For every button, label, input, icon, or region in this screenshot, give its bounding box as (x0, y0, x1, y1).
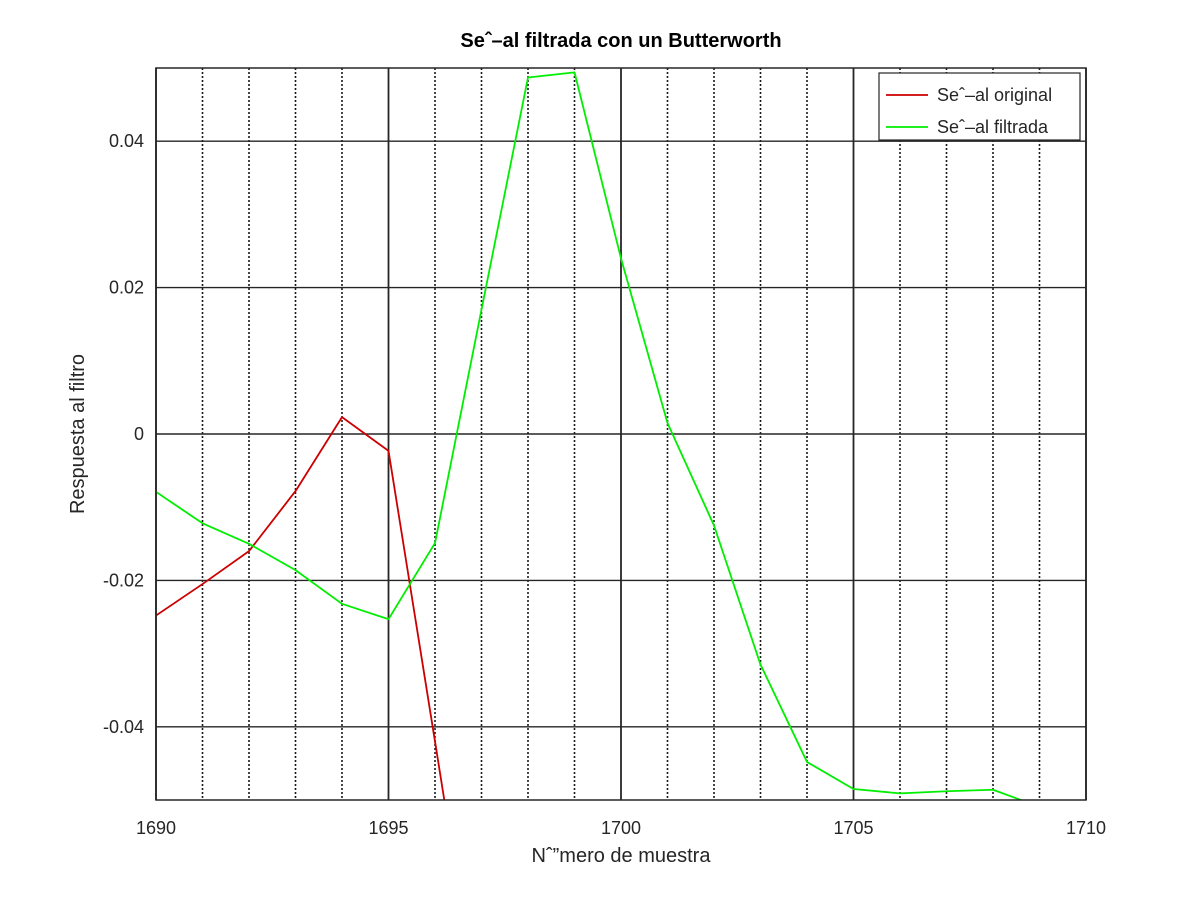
legend-box (878, 72, 1081, 141)
legend: Seˆ–al original Seˆ–al filtrada (878, 72, 1081, 141)
x-axis-label: Nˆ”mero de muestra (532, 845, 712, 867)
y-tick-label: -0.02 (103, 570, 144, 590)
x-tick-label: 1700 (601, 818, 641, 838)
y-axis-label: Respuesta al filtro (67, 354, 89, 514)
x-tick-label: 1690 (136, 818, 176, 838)
series-layer (156, 71, 1022, 800)
plot-frame (155, 67, 1087, 801)
x-tick-label: 1705 (833, 818, 873, 838)
x-tick-label: 1710 (1066, 818, 1106, 838)
y-tick-labels: -0.04 -0.02 0 0.02 0.04 (103, 131, 144, 737)
series-line-1 (156, 416, 446, 800)
y-tick-label: 0.04 (109, 131, 144, 151)
series-line-2 (156, 71, 1022, 800)
y-tick-label: 0 (134, 424, 144, 444)
chart-title: Seˆ–al filtrada con un Butterworth (460, 30, 781, 52)
legend-label: Seˆ–al filtrada (937, 117, 1049, 137)
x-tick-label: 1695 (368, 818, 408, 838)
y-tick-label: -0.04 (103, 717, 144, 737)
y-tick-label: 0.02 (109, 278, 144, 298)
x-tick-labels: 1690 1695 1700 1705 1710 (136, 818, 1106, 838)
legend-label: Seˆ–al original (937, 85, 1052, 105)
